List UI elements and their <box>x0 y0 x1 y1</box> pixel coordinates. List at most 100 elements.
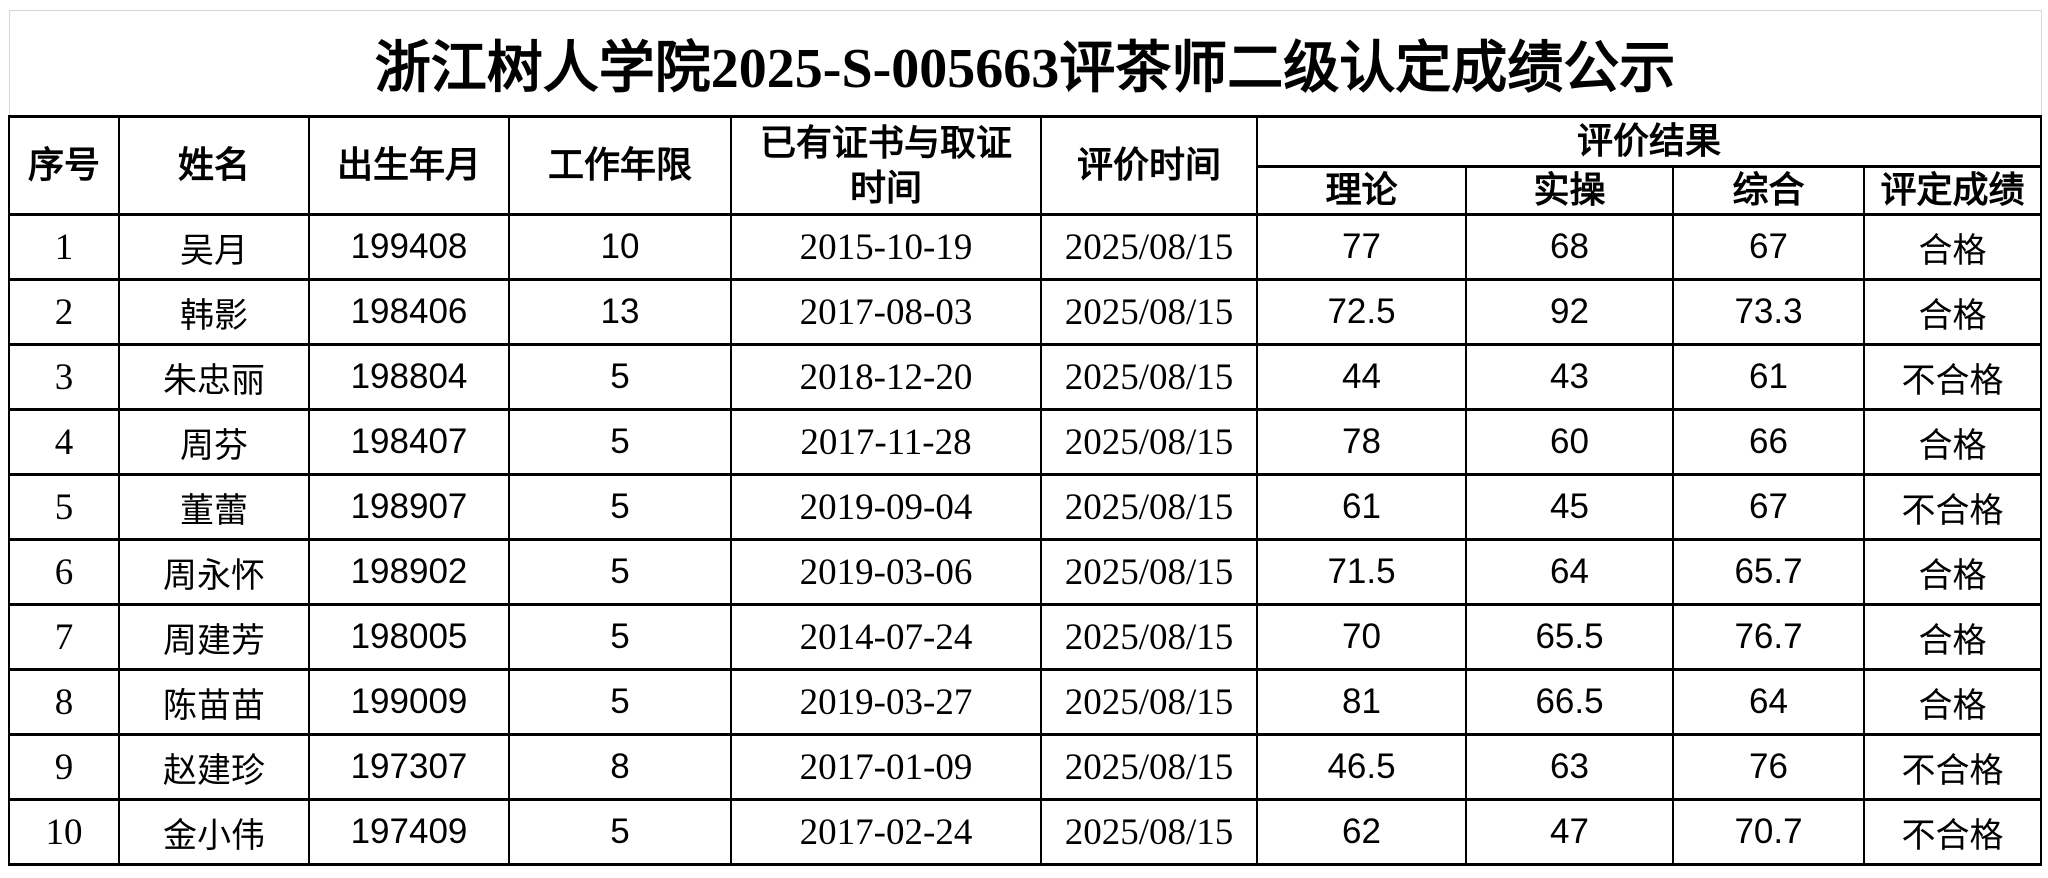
cell-result: 合格 <box>1862 213 2043 281</box>
title-row: 浙江树人学院2025-S-005663评茶师二级认定成绩公示 <box>8 10 2042 118</box>
cell-no: 3 <box>8 343 120 411</box>
cell-theory: 61 <box>1256 473 1467 541</box>
header-eval-result: 评价结果 <box>1255 115 2043 168</box>
table-row: 9 赵建珍 197307 8 2017-01-09 2025/08/15 46.… <box>8 733 2043 801</box>
cell-name: 周芬 <box>118 408 310 476</box>
page-title: 浙江树人学院2025-S-005663评茶师二级认定成绩公示 <box>8 10 2042 118</box>
cell-cert-date: 2019-03-06 <box>730 538 1042 606</box>
score-table: 浙江树人学院2025-S-005663评茶师二级认定成绩公示 序号 姓名 出生年… <box>8 10 2043 866</box>
score-sheet: 浙江树人学院2025-S-005663评茶师二级认定成绩公示 序号 姓名 出生年… <box>8 10 2043 866</box>
cell-theory: 46.5 <box>1256 733 1467 801</box>
cell-comprehensive: 67 <box>1672 213 1865 281</box>
header-birth: 出生年月 <box>308 115 510 216</box>
cell-cert-date: 2017-02-24 <box>730 798 1042 866</box>
cell-name: 韩影 <box>118 278 310 346</box>
cell-eval-date: 2025/08/15 <box>1040 408 1258 476</box>
cell-name: 周建芳 <box>118 603 310 671</box>
cell-result: 合格 <box>1862 603 2043 671</box>
cell-birth: 198804 <box>308 343 510 411</box>
cell-theory: 77 <box>1256 213 1467 281</box>
cell-eval-date: 2025/08/15 <box>1040 538 1258 606</box>
cell-years: 5 <box>508 408 732 476</box>
cell-eval-date: 2025/08/15 <box>1040 213 1258 281</box>
cell-birth: 198902 <box>308 538 510 606</box>
cell-birth: 199009 <box>308 668 510 736</box>
header-practice: 实操 <box>1465 165 1674 216</box>
table-row: 8 陈苗苗 199009 5 2019-03-27 2025/08/15 81 … <box>8 668 2043 736</box>
cell-theory: 78 <box>1256 408 1467 476</box>
cell-comprehensive: 64 <box>1672 668 1865 736</box>
cell-eval-date: 2025/08/15 <box>1040 668 1258 736</box>
cell-years: 5 <box>508 343 732 411</box>
cell-name: 董蕾 <box>118 473 310 541</box>
cell-years: 5 <box>508 603 732 671</box>
cell-result: 不合格 <box>1862 473 2043 541</box>
header-theory: 理论 <box>1256 165 1467 216</box>
cell-name: 朱忠丽 <box>118 343 310 411</box>
cell-cert-date: 2017-08-03 <box>730 278 1042 346</box>
cell-practice: 60 <box>1465 408 1674 476</box>
cell-result: 合格 <box>1862 668 2043 736</box>
header-row-top: 序号 姓名 出生年月 工作年限 已有证书与取证 时间 评价时间 评价结果 <box>8 115 2043 216</box>
cell-result: 合格 <box>1862 408 2043 476</box>
cell-theory: 44 <box>1256 343 1467 411</box>
cell-theory: 62 <box>1256 798 1467 866</box>
table-row: 6 周永怀 198902 5 2019-03-06 2025/08/15 71.… <box>8 538 2043 606</box>
cell-eval-date: 2025/08/15 <box>1040 733 1258 801</box>
cell-no: 2 <box>8 278 120 346</box>
cell-practice: 92 <box>1465 278 1674 346</box>
cell-name: 金小伟 <box>118 798 310 866</box>
cell-no: 9 <box>8 733 120 801</box>
cell-no: 8 <box>8 668 120 736</box>
cell-cert-date: 2015-10-19 <box>730 213 1042 281</box>
cell-practice: 47 <box>1465 798 1674 866</box>
table-row: 3 朱忠丽 198804 5 2018-12-20 2025/08/15 44 … <box>8 343 2043 411</box>
cell-theory: 81 <box>1256 668 1467 736</box>
cell-years: 10 <box>508 213 732 281</box>
header-final-grade: 评定成绩 <box>1862 165 2043 216</box>
cell-birth: 198005 <box>308 603 510 671</box>
cell-name: 陈苗苗 <box>118 668 310 736</box>
cell-eval-date: 2025/08/15 <box>1040 343 1258 411</box>
header-eval-time: 评价时间 <box>1040 115 1258 216</box>
cell-birth: 197409 <box>308 798 510 866</box>
cell-cert-date: 2018-12-20 <box>730 343 1042 411</box>
cell-comprehensive: 66 <box>1672 408 1865 476</box>
cell-no: 5 <box>8 473 120 541</box>
header-cert: 已有证书与取证 时间 <box>730 115 1042 216</box>
header-comprehensive: 综合 <box>1672 165 1865 216</box>
cell-result: 不合格 <box>1862 733 2043 801</box>
cell-comprehensive: 67 <box>1672 473 1865 541</box>
cell-practice: 64 <box>1465 538 1674 606</box>
cell-result: 合格 <box>1862 278 2043 346</box>
cell-cert-date: 2014-07-24 <box>730 603 1042 671</box>
header-row-sub: 理论 实操 综合 评定成绩 <box>9 165 2043 216</box>
cell-practice: 68 <box>1465 213 1674 281</box>
table-row: 10 金小伟 197409 5 2017-02-24 2025/08/15 62… <box>8 798 2043 866</box>
cell-eval-date: 2025/08/15 <box>1040 798 1258 866</box>
cell-years: 8 <box>508 733 732 801</box>
cell-eval-date: 2025/08/15 <box>1040 603 1258 671</box>
cell-result: 不合格 <box>1862 798 2043 866</box>
table-row: 5 董蕾 198907 5 2019-09-04 2025/08/15 61 4… <box>8 473 2043 541</box>
cell-years: 5 <box>508 538 732 606</box>
cell-name: 赵建珍 <box>118 733 310 801</box>
header-work-years: 工作年限 <box>508 115 732 216</box>
cell-theory: 71.5 <box>1256 538 1467 606</box>
cell-years: 13 <box>508 278 732 346</box>
cell-name: 周永怀 <box>118 538 310 606</box>
cell-comprehensive: 61 <box>1672 343 1865 411</box>
cell-practice: 65.5 <box>1465 603 1674 671</box>
cell-no: 10 <box>8 798 120 866</box>
cell-theory: 70 <box>1256 603 1467 671</box>
cell-practice: 43 <box>1465 343 1674 411</box>
cell-birth: 198407 <box>308 408 510 476</box>
cell-cert-date: 2017-01-09 <box>730 733 1042 801</box>
table-row: 1 吴月 199408 10 2015-10-19 2025/08/15 77 … <box>8 213 2043 281</box>
header-name: 姓名 <box>118 115 310 216</box>
cell-eval-date: 2025/08/15 <box>1040 473 1258 541</box>
cell-cert-date: 2019-09-04 <box>730 473 1042 541</box>
cell-result: 不合格 <box>1862 343 2043 411</box>
cell-no: 7 <box>8 603 120 671</box>
header-no: 序号 <box>8 115 120 216</box>
